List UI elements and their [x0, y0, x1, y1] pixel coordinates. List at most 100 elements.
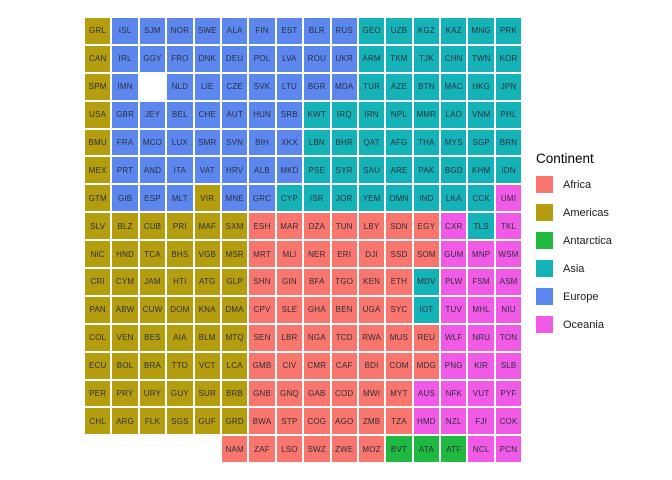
country-tile-ata: ATA	[413, 436, 440, 463]
country-tile-swz: SWZ	[304, 436, 330, 463]
country-tile-bgd: BGD	[441, 157, 467, 184]
country-tile-prt: PRT	[112, 157, 138, 184]
country-tile-dji: DJI	[358, 241, 385, 268]
country-tile-chl: CHL	[85, 408, 111, 435]
country-tile-esp: ESP	[139, 185, 166, 212]
legend-swatch-africa	[536, 176, 553, 193]
country-tile-sle: SLE	[276, 296, 303, 323]
country-tile-gnb: GNB	[249, 380, 275, 407]
country-tile-brb: BRB	[221, 380, 248, 407]
country-tile-arg: ARG	[112, 408, 138, 435]
country-tile-aia: AIA	[167, 324, 193, 351]
country-tile-mkd: MKD	[276, 157, 303, 184]
country-tile-lca: LCA	[221, 352, 248, 379]
country-tile-dnk: DNK	[194, 45, 220, 72]
country-tile-civ: CIV	[276, 352, 303, 379]
country-tile-stp: STP	[276, 408, 303, 435]
country-tile-tkl: TKL	[495, 213, 522, 240]
country-tile-wsm: WSM	[495, 241, 522, 268]
country-tile-tgo: TGO	[331, 269, 357, 295]
country-tile-bol: BOL	[112, 352, 138, 379]
country-tile-mdv: MDV	[413, 269, 440, 295]
legend: Continent Africa Americas Antarctica Asia Eu…	[536, 151, 612, 344]
legend-item-antarctica: Antarctica	[536, 232, 612, 249]
country-tile-pak: PAK	[413, 157, 440, 184]
legend-label-americas: Americas	[563, 206, 609, 219]
country-tile-lso: LSO	[276, 436, 303, 463]
country-tile-mtq: MTQ	[221, 324, 248, 351]
country-tile-bra: BRA	[139, 352, 166, 379]
country-tile-ury: URY	[139, 380, 166, 407]
country-tile-bih: BIH	[249, 129, 275, 156]
country-tile-yem: YEM	[358, 185, 385, 212]
country-tile-est: EST	[276, 18, 303, 44]
country-tile-ind: IND	[413, 185, 440, 212]
country-tile-esh: ESH	[249, 213, 275, 240]
country-tile-fsm: FSM	[468, 269, 494, 295]
country-tile-tha: THA	[413, 129, 440, 156]
country-tile-col: COL	[85, 324, 111, 351]
country-tile-cuw: CUW	[139, 296, 166, 323]
country-tile-pan: PAN	[85, 296, 111, 323]
country-tile-irn: IRN	[358, 101, 385, 128]
country-tile-kwt: KWT	[304, 101, 330, 128]
country-tile-mac: MAC	[441, 73, 467, 100]
country-tile-tkm: TKM	[386, 45, 412, 72]
country-tile-lie: LIE	[194, 73, 220, 100]
country-tile-mys: MYS	[441, 129, 467, 156]
country-tile-hrv: HRV	[221, 157, 248, 184]
country-tile-arm: ARM	[358, 45, 385, 72]
country-tile-mda: MDA	[331, 73, 357, 100]
country-tile-npl: NPL	[386, 101, 412, 128]
legend-swatch-asia	[536, 260, 553, 277]
country-tile-nga: NGA	[304, 324, 330, 351]
country-tile-qat: QAT	[358, 129, 385, 156]
country-tile-sgp: SGP	[468, 129, 494, 156]
country-tile-sen: SEN	[249, 324, 275, 351]
country-tile-aze: AZE	[386, 73, 412, 100]
country-tile-vat: VAT	[194, 157, 220, 184]
country-tile-umi: UMI	[495, 185, 522, 212]
country-tile-cok: COK	[495, 408, 522, 435]
country-tile-caf: CAF	[331, 352, 357, 379]
country-tile-lao: LAO	[441, 101, 467, 128]
country-tile-kor: KOR	[495, 45, 522, 72]
country-tile-bgr: BGR	[304, 73, 330, 100]
country-tile-fji: FJI	[468, 408, 494, 435]
country-tile-niu: NIU	[495, 296, 522, 323]
country-tile-grl: GRL	[85, 18, 111, 44]
country-tile-eth: ETH	[386, 269, 412, 295]
country-tile-per: PER	[85, 380, 111, 407]
country-tile-mhl: MHL	[468, 296, 494, 323]
country-tile-cpv: CPV	[249, 296, 275, 323]
country-tile-png: PNG	[441, 352, 467, 379]
country-tile-dma: DMA	[221, 296, 248, 323]
country-tile-aus: AUS	[413, 380, 440, 407]
country-tile-fro: FRO	[167, 45, 193, 72]
empty-cell	[167, 436, 192, 462]
country-tile-lva: LVA	[276, 45, 303, 72]
country-tile-som: SOM	[413, 241, 440, 268]
empty-cell	[85, 436, 110, 462]
empty-cell	[112, 436, 137, 462]
country-tile-gmb: GMB	[249, 352, 275, 379]
country-tile-swe: SWE	[194, 18, 220, 44]
country-tile-eri: ERI	[331, 241, 357, 268]
country-tile-bvt: BVT	[386, 436, 412, 463]
country-tile-grd: GRD	[221, 408, 248, 435]
country-tile-ecu: ECU	[85, 352, 111, 379]
country-tile-mus: MUS	[386, 324, 412, 351]
empty-cell	[195, 436, 220, 462]
country-tile-bhs: BHS	[167, 241, 193, 268]
country-tile-gum: GUM	[441, 241, 467, 268]
country-tile-mex: MEX	[85, 157, 111, 184]
legend-item-europe: Europe	[536, 288, 612, 305]
country-tile-sjm: SJM	[139, 18, 166, 44]
country-tile-uzb: UZB	[386, 18, 412, 44]
country-tile-abw: ABW	[112, 296, 138, 323]
country-tile-prk: PRK	[495, 18, 522, 44]
country-tile-pcn: PCN	[495, 436, 522, 463]
country-tile-bel: BEL	[167, 101, 193, 128]
country-tile-nfk: NFK	[441, 380, 467, 407]
